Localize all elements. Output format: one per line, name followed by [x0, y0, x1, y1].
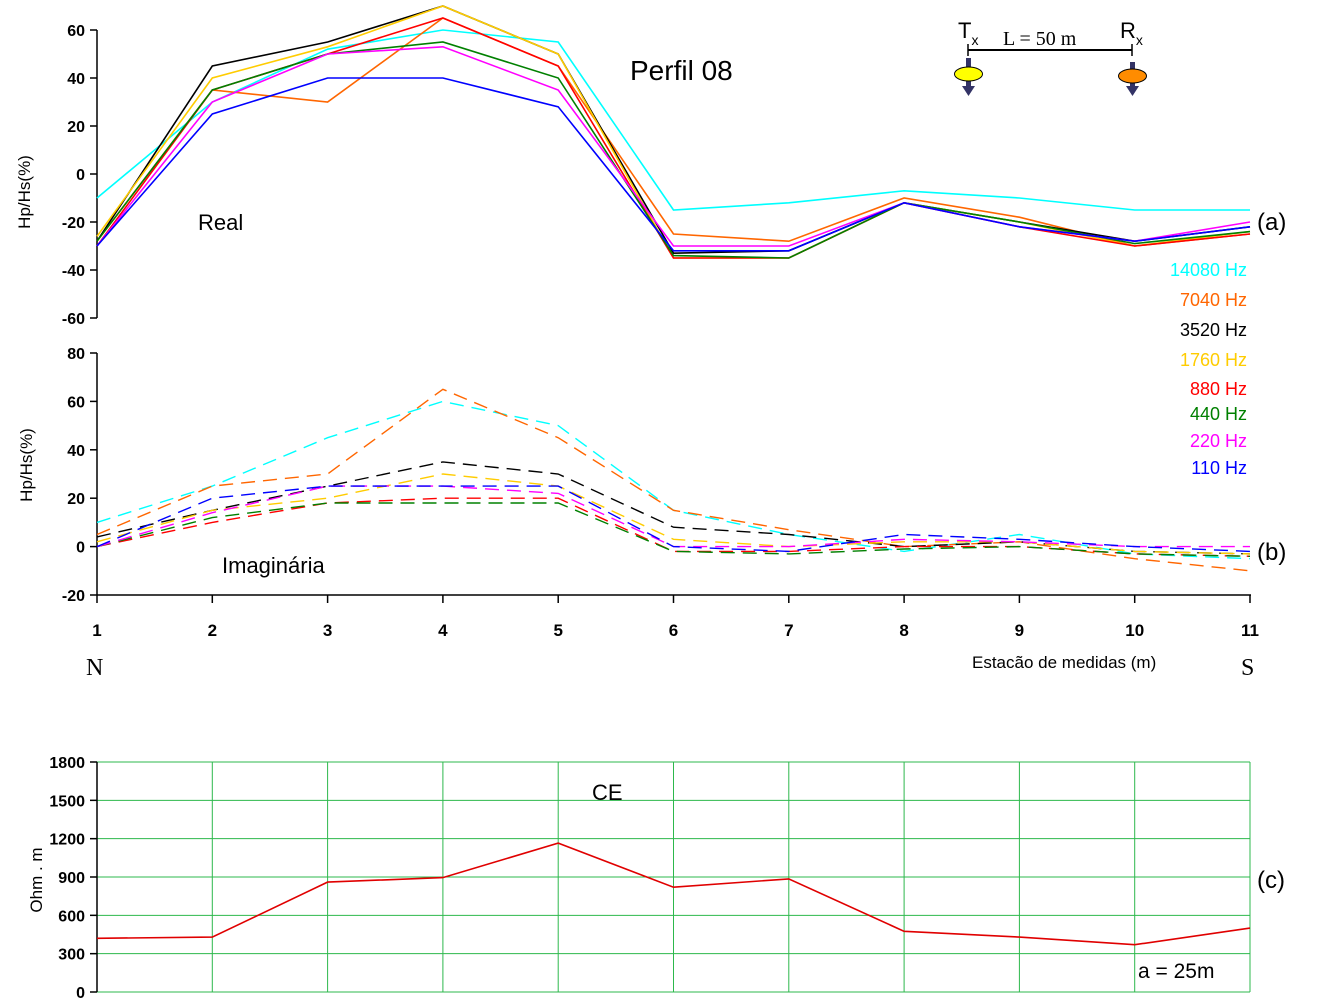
- real-series-line-2: [96, 5, 1251, 255]
- legend-entry: 1760 Hz: [1180, 350, 1247, 370]
- ce-y-tick-label: 1500: [49, 793, 85, 810]
- rx-coil-icon: [1118, 68, 1147, 84]
- chart-title: Perfil 08: [630, 55, 733, 86]
- imag-y-tick-label: 0: [76, 540, 85, 557]
- real-y-tick-label: 60: [67, 23, 85, 40]
- real-y-label: Hp/Hs(%): [15, 155, 34, 229]
- x-axis-label: Estacão de medidas (m): [972, 653, 1156, 672]
- legend-entry: 7040 Hz: [1180, 290, 1247, 310]
- imag-y-tick-label: 60: [67, 394, 85, 411]
- ce-annotation: CE: [592, 780, 623, 805]
- legend-entry: 220 Hz: [1190, 431, 1247, 451]
- x-tick-label: 10: [1125, 621, 1144, 640]
- legend-entry: 14080 Hz: [1170, 260, 1247, 280]
- x-tick-label: 1: [92, 621, 101, 640]
- panel-resistivity: 1800 1500 1200 900 600 300 0 Ohm . m CE a = 25…: [27, 755, 1285, 1000]
- real-annotation: Real: [198, 210, 243, 235]
- real-series-line-3: [96, 5, 1251, 259]
- tx-coil-icon: [954, 66, 983, 82]
- x-tick-label: 5: [553, 621, 562, 640]
- imag-series-line-2: [96, 461, 1251, 555]
- x-tick-label: 3: [323, 621, 332, 640]
- x-tick-label: 9: [1015, 621, 1024, 640]
- real-series-line-1: [96, 17, 1251, 247]
- real-y-tick-label: -60: [62, 311, 85, 328]
- ce-panel-label: (c): [1257, 867, 1285, 894]
- x-tick-label: 6: [669, 621, 678, 640]
- imag-y-tick-label: 20: [67, 491, 85, 508]
- spacing-label: L = 50 m: [1003, 28, 1077, 50]
- imag-panel-label: (b): [1257, 539, 1286, 566]
- panel-imaginary: 80 60 40 20 0 -20 1 2 3 4 5 6 7 8 9 10 11 Hp/Hs(%) Imag…: [17, 346, 1286, 681]
- real-panel-label: (a): [1257, 209, 1286, 236]
- ce-y-tick-label: 600: [58, 908, 85, 925]
- ce-note: a = 25m: [1138, 960, 1214, 983]
- tx-coil-arrow: [962, 86, 975, 96]
- real-y-tick-label: 0: [76, 167, 85, 184]
- real-y-tick-label: -20: [62, 215, 85, 232]
- imag-series-line-6: [96, 485, 1250, 548]
- legend: 14080 Hz 7040 Hz 3520 Hz 1760 Hz 880 Hz 440 H…: [1170, 260, 1247, 478]
- real-series-line-7: [96, 77, 1251, 252]
- ce-y-tick-label: 900: [58, 870, 85, 887]
- imag-y-tick-label: 80: [67, 346, 85, 363]
- imag-series-line-5: [96, 502, 1251, 557]
- real-y-tick-label: -40: [62, 263, 85, 280]
- ce-y-tick-label: 1800: [49, 755, 85, 772]
- imag-annotation: Imaginária: [222, 553, 325, 578]
- panel-real: 60 40 20 0 -20 -40 -60 Hp/Hs(%) Real (a): [15, 5, 1286, 328]
- legend-entry: 880 Hz: [1190, 379, 1247, 399]
- x-tick-label: 8: [899, 621, 908, 640]
- imag-y-tick-label: -20: [62, 588, 85, 605]
- south-label: S: [1241, 655, 1254, 681]
- tx-rx-schematic: Tx Rx L = 50 m: [954, 18, 1147, 96]
- ce-y-tick-label: 1200: [49, 832, 85, 849]
- north-label: N: [86, 655, 103, 681]
- rx-label: Rx: [1120, 18, 1143, 48]
- real-y-tick-label: 40: [67, 71, 85, 88]
- x-tick-label: 11: [1241, 621, 1259, 640]
- imag-y-tick-label: 40: [67, 443, 85, 460]
- x-tick-label: 7: [784, 621, 793, 640]
- imag-series-line-3: [96, 473, 1251, 555]
- ce-y-tick-label: 300: [58, 947, 85, 964]
- legend-entry: 440 Hz: [1190, 404, 1247, 424]
- ce-series-line-0: [96, 842, 1251, 946]
- ce-y-tick-label: 0: [76, 985, 85, 1000]
- rx-coil-arrow: [1126, 86, 1139, 96]
- real-y-tick-label: 20: [67, 119, 85, 136]
- imag-series-line-7: [96, 485, 1251, 553]
- imag-series-line-1: [96, 388, 1251, 572]
- real-series-line-5: [96, 41, 1251, 259]
- tx-label: Tx: [958, 18, 978, 48]
- legend-entry: 3520 Hz: [1180, 320, 1247, 340]
- x-tick-label: 2: [208, 621, 217, 640]
- imag-y-label: Hp/Hs(%): [17, 428, 36, 502]
- x-tick-label: 4: [438, 621, 448, 640]
- legend-entry: 110 Hz: [1191, 458, 1247, 478]
- ce-y-label: Ohm . m: [27, 847, 46, 912]
